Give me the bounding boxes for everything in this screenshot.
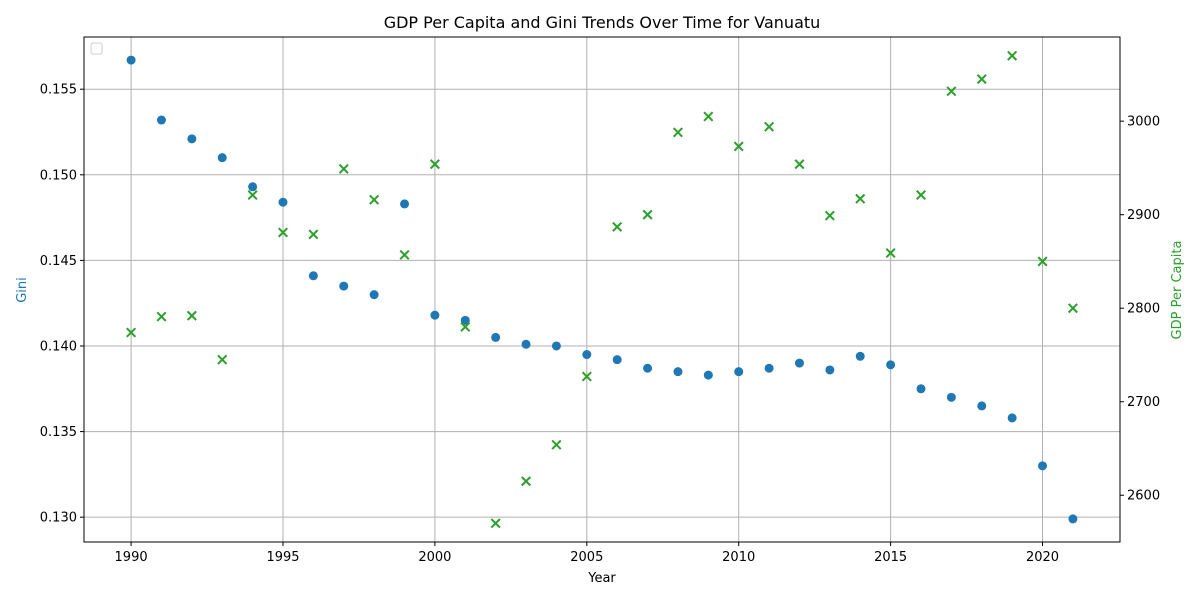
gini-point	[308, 271, 318, 281]
x-tick-label: 2005	[570, 550, 603, 565]
y-right-tick-label: 3000	[1127, 115, 1160, 130]
gini-point	[1007, 413, 1017, 423]
gini-series	[126, 55, 1078, 524]
y-left-tick-label: 0.150	[40, 168, 77, 183]
gini-point	[1068, 514, 1078, 524]
gini-point	[946, 392, 956, 402]
gini-point	[126, 55, 136, 65]
gdp-point	[581, 371, 592, 382]
gini-point	[977, 401, 987, 411]
gini-point	[187, 134, 197, 144]
gdp-point	[794, 159, 805, 170]
x-tick-label: 2010	[722, 550, 755, 565]
gdp-point	[126, 327, 137, 338]
gdp-point	[733, 141, 744, 152]
gdp-point	[824, 210, 835, 221]
gdp-point	[399, 249, 410, 260]
y-axis-right-title: GDP Per Capita	[1170, 241, 1185, 340]
y-left-tick-label: 0.135	[40, 425, 77, 440]
gdp-point	[369, 194, 380, 205]
x-axis-title: Year	[587, 571, 616, 586]
gdp-point	[277, 227, 289, 238]
y-right-tick-label: 2800	[1127, 302, 1160, 317]
gdp-point	[915, 190, 927, 201]
gdp-point	[855, 193, 866, 204]
gdp-point	[946, 86, 957, 97]
gini-point	[491, 332, 501, 342]
plot-marks	[126, 50, 1078, 529]
x-tick-label: 1990	[115, 550, 148, 565]
gdp-point	[490, 518, 501, 529]
gdp-point	[429, 159, 440, 170]
x-tick-label: 2020	[1026, 550, 1059, 565]
gdp-point	[1007, 50, 1018, 61]
gini-point	[278, 197, 288, 207]
gini-point	[156, 115, 166, 125]
y-left-tick-label: 0.145	[40, 254, 77, 269]
gini-point	[1038, 461, 1048, 471]
gini-point	[217, 153, 227, 163]
y-axis-left: 0.130 0.135 0.140 0.145 0.150 0.155	[40, 83, 84, 526]
gdp-point	[186, 310, 197, 321]
plot-frame	[83, 36, 1121, 543]
gini-point	[794, 358, 804, 368]
gdp-point	[247, 190, 258, 201]
gdp-point	[703, 111, 714, 122]
gini-point	[460, 315, 470, 325]
gini-point	[248, 182, 258, 192]
gdp-point	[521, 476, 532, 487]
gdp-point	[672, 127, 683, 138]
x-tick-label: 1995	[266, 550, 299, 565]
x-tick-label: 2000	[418, 550, 451, 565]
gdp-point	[551, 439, 562, 450]
gdp-point	[764, 121, 775, 132]
gini-point	[521, 339, 531, 349]
gdp-point	[1067, 303, 1078, 314]
gdp-point	[217, 354, 228, 365]
gdp-point	[156, 311, 167, 322]
gini-point	[734, 367, 744, 377]
legend-box	[90, 42, 103, 55]
gini-point	[430, 310, 440, 320]
gini-point	[703, 370, 713, 380]
gdp-point	[1037, 256, 1048, 267]
gdp-point	[976, 74, 987, 85]
y-left-tick-label: 0.155	[40, 83, 77, 98]
gini-point	[886, 360, 896, 370]
y-axis-left-title: Gini	[15, 277, 30, 303]
y-right-tick-label: 2900	[1127, 208, 1160, 223]
grid-lines	[84, 37, 1120, 542]
gdp-series	[126, 50, 1078, 529]
gini-point	[582, 350, 592, 360]
gini-point	[400, 199, 410, 209]
chart-title: GDP Per Capita and Gini Trends Over Time…	[384, 13, 821, 32]
y-left-tick-label: 0.130	[40, 511, 77, 526]
gini-point	[916, 384, 926, 394]
gini-point	[673, 367, 683, 377]
gini-point	[339, 281, 349, 291]
x-axis: 1990 1995 2000 2005 2010 2015 2020	[115, 542, 1059, 565]
y-right-tick-label: 2700	[1127, 395, 1160, 410]
gini-point	[855, 351, 865, 361]
gdp-point	[460, 321, 471, 332]
y-left-tick-label: 0.140	[40, 339, 77, 354]
gini-point	[764, 363, 774, 373]
gini-point	[825, 365, 835, 375]
gini-point	[369, 290, 379, 300]
gdp-point	[308, 229, 319, 240]
y-right-tick-label: 2600	[1127, 489, 1160, 504]
y-axis-right: 2600 2700 2800 2900 3000	[1120, 115, 1160, 504]
gdp-point	[612, 221, 623, 232]
gini-point	[612, 355, 622, 365]
gdp-point	[885, 248, 896, 259]
gdp-point	[642, 209, 653, 220]
x-tick-label: 2015	[874, 550, 907, 565]
gini-point	[551, 341, 561, 351]
gdp-point	[338, 163, 349, 174]
gini-point	[643, 363, 653, 373]
